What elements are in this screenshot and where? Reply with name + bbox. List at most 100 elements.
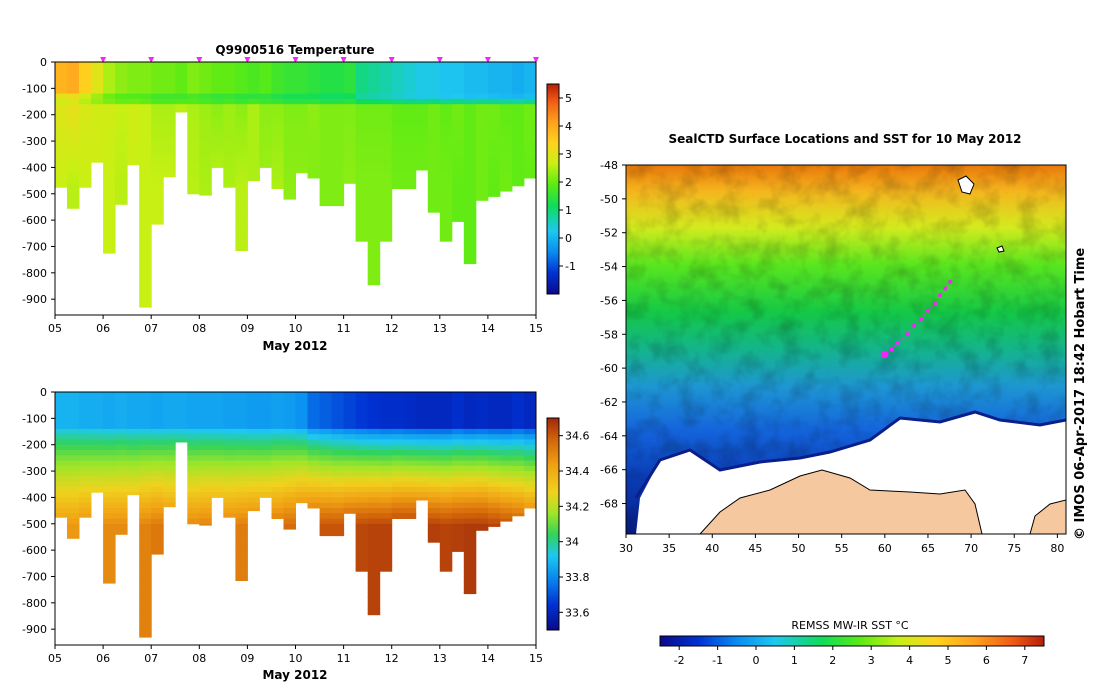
temperature-cell bbox=[79, 114, 92, 121]
temperature-cell bbox=[487, 77, 501, 84]
temperature-cell bbox=[403, 135, 417, 142]
salinity-cell bbox=[379, 555, 393, 562]
salinity-cell bbox=[127, 407, 140, 414]
temperature-cell bbox=[163, 151, 176, 158]
temperature-cell bbox=[511, 98, 525, 105]
temperature-cell bbox=[331, 156, 345, 163]
temperature-cell bbox=[259, 114, 272, 121]
temperature-cell bbox=[187, 114, 200, 121]
salinity-cell bbox=[463, 576, 477, 583]
temperature-cell bbox=[295, 120, 308, 126]
salinity-cell bbox=[451, 476, 465, 483]
temperature-cell bbox=[524, 93, 536, 100]
salinity-cell bbox=[487, 392, 501, 398]
temperature-cell bbox=[151, 188, 164, 195]
salinity-cell bbox=[271, 434, 284, 440]
temperature-cell bbox=[271, 178, 284, 184]
salinity-cell bbox=[115, 392, 128, 398]
salinity-cell bbox=[439, 502, 453, 509]
temperature-cell bbox=[199, 172, 212, 179]
temperature-cell bbox=[259, 77, 272, 84]
temperature-cell bbox=[331, 130, 345, 137]
salinity-cell bbox=[103, 565, 116, 572]
temperature-cell bbox=[67, 167, 80, 174]
salinity-cell bbox=[319, 529, 333, 535]
salinity-cell bbox=[307, 439, 320, 446]
temperature-cell bbox=[163, 162, 176, 168]
salinity-cell bbox=[211, 413, 224, 419]
salinity-cell bbox=[163, 397, 176, 404]
temperature-colorbar bbox=[546, 83, 560, 295]
temperature-cell bbox=[199, 183, 212, 189]
salinity-cell bbox=[463, 529, 477, 535]
salinity-cell bbox=[151, 392, 164, 398]
temperature-cell bbox=[487, 167, 501, 174]
salinity-cell bbox=[199, 513, 212, 519]
temperature-cell bbox=[115, 178, 128, 184]
salinity-cell bbox=[187, 444, 200, 451]
salinity-cell bbox=[391, 450, 405, 456]
x-tick-label: 15 bbox=[529, 322, 543, 335]
temperature-cell bbox=[127, 151, 140, 158]
y-tick-label: -600 bbox=[22, 544, 47, 557]
temperature-cell bbox=[511, 135, 525, 142]
salinity-cell bbox=[67, 476, 80, 483]
salinity-cell bbox=[175, 434, 188, 440]
salinity-cell bbox=[139, 423, 152, 430]
temperature-cell bbox=[67, 162, 80, 168]
temperature-cell bbox=[367, 188, 381, 195]
temperature-cell bbox=[427, 204, 441, 211]
salinity-cell bbox=[487, 465, 501, 472]
temperature-cell bbox=[307, 130, 320, 137]
temperature-cell bbox=[271, 104, 284, 110]
salinity-cell bbox=[367, 460, 381, 467]
salinity-cell bbox=[367, 476, 381, 483]
temperature-cell bbox=[151, 172, 164, 179]
salinity-cell bbox=[115, 513, 128, 519]
salinity-cell bbox=[175, 392, 188, 398]
surface-location-point bbox=[919, 317, 924, 322]
temperature-cell bbox=[223, 167, 236, 174]
temperature-cell bbox=[524, 130, 536, 137]
temperature-cell bbox=[151, 220, 164, 225]
temperature-cell bbox=[355, 235, 369, 242]
salinity-cell bbox=[439, 550, 453, 556]
temperature-cell bbox=[379, 183, 393, 189]
salinity-cell bbox=[295, 428, 308, 435]
salinity-cell bbox=[439, 523, 453, 530]
salinity-cell bbox=[331, 513, 345, 519]
salinity-cell bbox=[511, 513, 525, 517]
temperature-cell bbox=[223, 120, 236, 126]
salinity-cell bbox=[427, 450, 441, 456]
salinity-cell bbox=[391, 476, 405, 483]
temperature-cell bbox=[223, 130, 236, 137]
salinity-cell bbox=[259, 413, 272, 419]
salinity-cell bbox=[235, 444, 248, 451]
salinity-cell bbox=[331, 486, 345, 493]
temperature-cell bbox=[187, 146, 200, 153]
temperature-cell bbox=[235, 83, 248, 89]
temperature-cell bbox=[235, 162, 248, 168]
temperature-cell bbox=[475, 151, 489, 158]
temperature-cell bbox=[235, 235, 248, 242]
temperature-cell bbox=[499, 188, 513, 192]
temperature-cell bbox=[403, 67, 417, 74]
temperature-cell bbox=[379, 114, 393, 121]
temperature-cell bbox=[391, 130, 405, 137]
salinity-cell bbox=[403, 486, 417, 493]
temperature-cell bbox=[127, 109, 140, 116]
salinity-cell bbox=[163, 402, 176, 409]
temperature-cell bbox=[439, 109, 453, 116]
temperature-cell bbox=[343, 109, 357, 116]
salinity-cell bbox=[127, 434, 140, 440]
temperature-cell bbox=[427, 135, 441, 142]
salinity-cell bbox=[319, 476, 333, 483]
temperature-cell bbox=[463, 183, 477, 189]
salinity-cell bbox=[223, 508, 236, 514]
salinity-cell bbox=[187, 450, 200, 456]
temperature-cell bbox=[115, 67, 128, 74]
salinity-cell bbox=[247, 428, 260, 435]
salinity-cell bbox=[439, 418, 453, 425]
salinity-cell bbox=[379, 434, 393, 440]
salinity-cell bbox=[67, 434, 80, 440]
